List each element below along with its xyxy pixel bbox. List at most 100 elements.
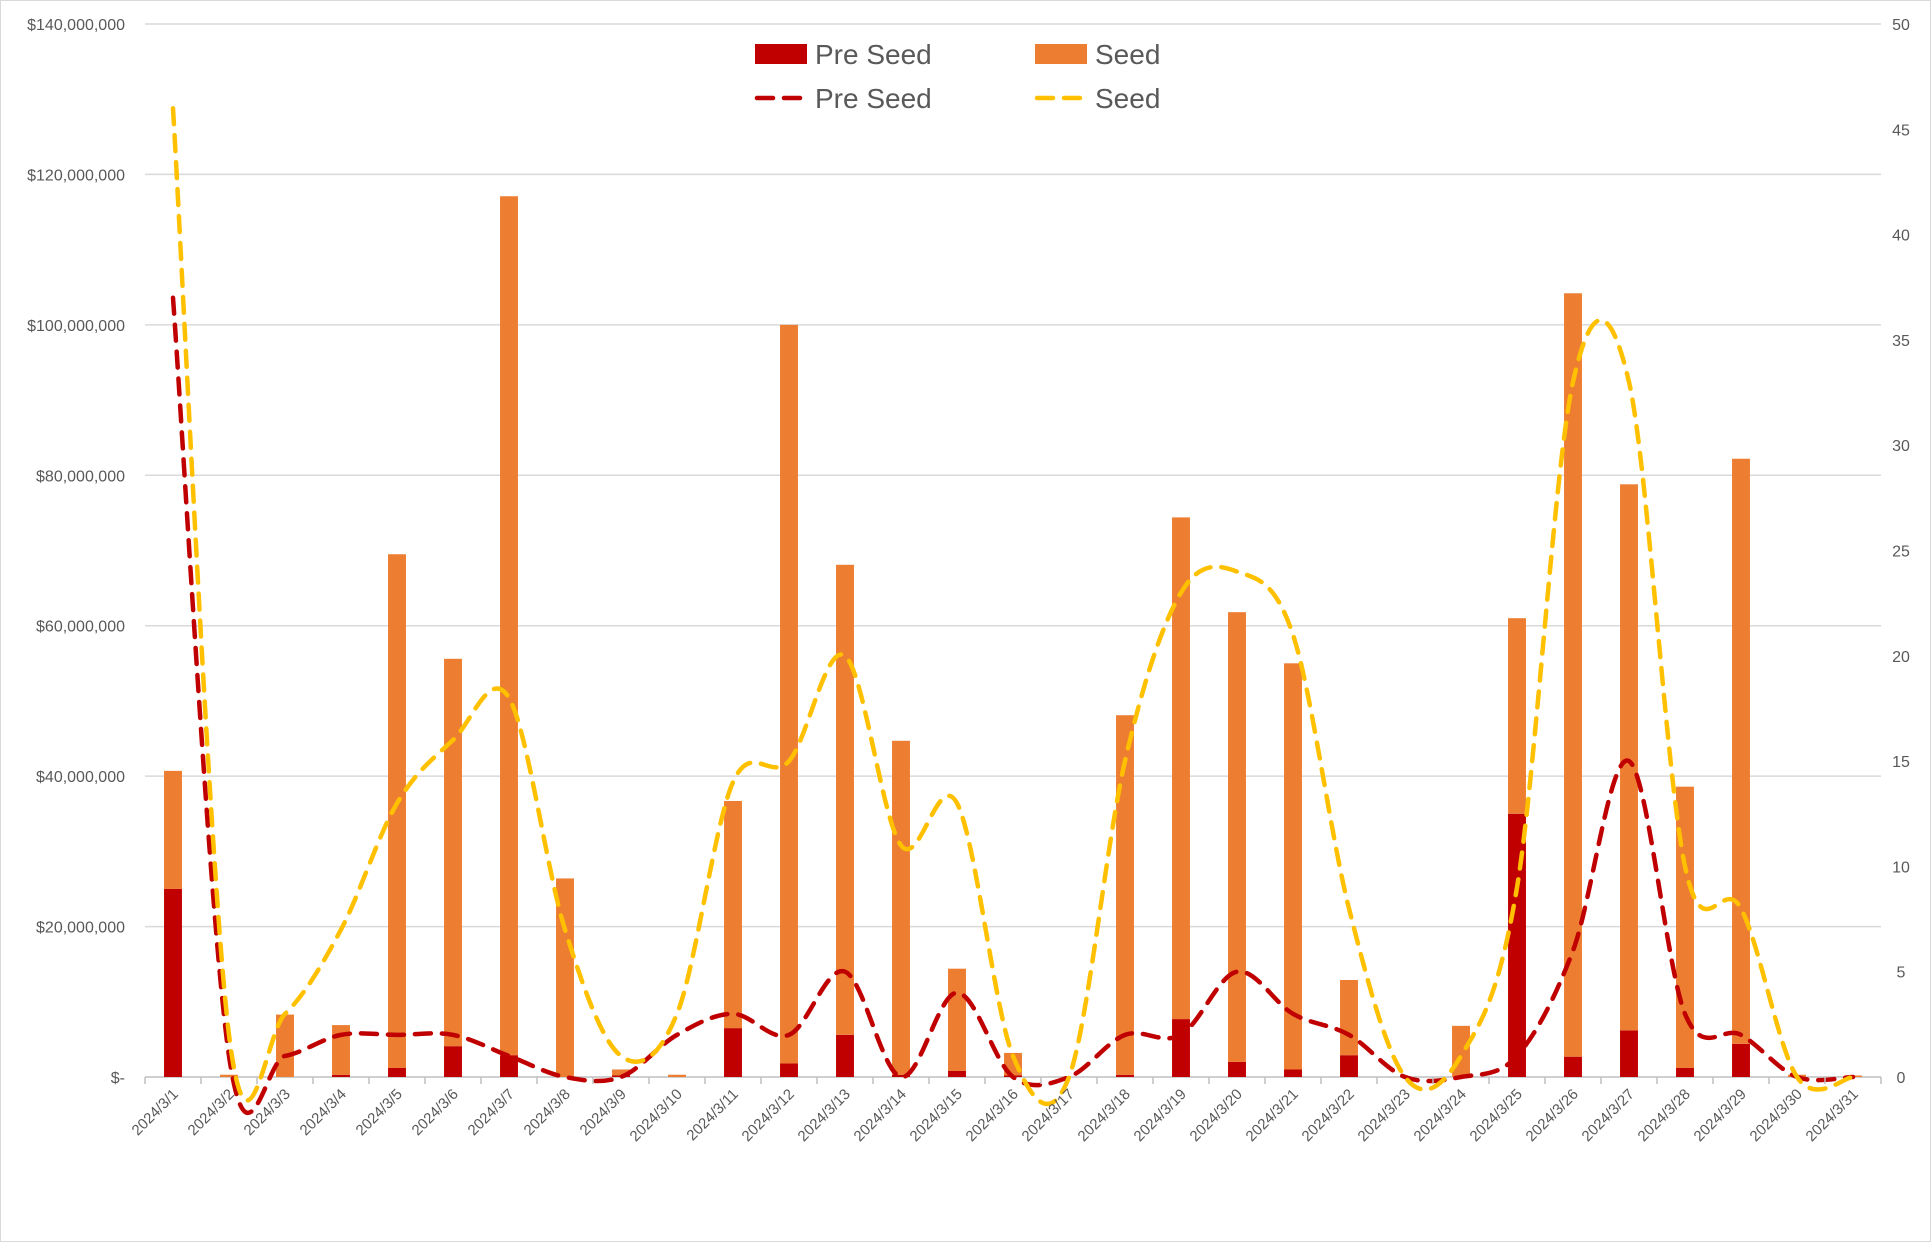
bar-pre-seed xyxy=(1620,1030,1638,1077)
right-tick-label: 35 xyxy=(1892,333,1910,350)
bar-seed xyxy=(1732,458,1750,1044)
legend-label: Seed xyxy=(1095,83,1160,114)
right-tick-label: 0 xyxy=(1897,1070,1906,1087)
x-axis: 2024/3/1 2024/3/2 2024/3/3 2024/3/4 2024/3/5… xyxy=(129,1077,1882,1145)
legend-label: Seed xyxy=(1095,39,1160,70)
bar-seed xyxy=(1340,979,1358,1056)
left-tick-label: $120,000,000 xyxy=(27,167,125,184)
x-tick-label: 2024/3/10 xyxy=(627,1086,686,1145)
bar-seed xyxy=(1172,517,1190,1020)
x-tick-label: 2024/3/13 xyxy=(795,1086,854,1145)
bar-pre-seed xyxy=(1732,1043,1750,1077)
right-tick-label: 10 xyxy=(1892,859,1910,876)
left-tick-label: $- xyxy=(111,1070,125,1087)
x-tick-label: 2024/3/19 xyxy=(1131,1086,1190,1145)
x-tick-label: 2024/3/2 xyxy=(185,1086,238,1139)
x-tick-label: 2024/3/15 xyxy=(907,1086,966,1145)
left-tick-label: $80,000,000 xyxy=(36,468,125,485)
bar-seed xyxy=(836,564,854,1035)
bars xyxy=(164,196,1862,1077)
bar-seed xyxy=(1116,715,1134,1075)
bar-seed xyxy=(1228,612,1246,1062)
line-seed xyxy=(170,105,1856,1107)
line-pre-seed xyxy=(170,295,1856,1116)
x-tick-label: 2024/3/28 xyxy=(1635,1086,1694,1145)
bar-pre-seed xyxy=(388,1067,406,1077)
legend-label: Pre Seed xyxy=(815,83,932,114)
x-tick-label: 2024/3/18 xyxy=(1075,1086,1134,1145)
x-tick-label: 2024/3/24 xyxy=(1411,1086,1470,1145)
bar-seed xyxy=(556,878,574,1077)
bar-seed xyxy=(892,740,910,1075)
bar-seed xyxy=(444,658,462,1047)
x-tick-label: 2024/3/4 xyxy=(297,1086,350,1139)
legend: Pre Seed Seed Pre Seed Seed xyxy=(754,39,1160,114)
bar-seed xyxy=(668,1074,686,1077)
bar-pre-seed xyxy=(444,1046,462,1077)
bar-seed xyxy=(780,324,798,1064)
legend-label: Pre Seed xyxy=(815,39,932,70)
bar-pre-seed xyxy=(1340,1055,1358,1077)
lines xyxy=(170,105,1856,1116)
bar-seed xyxy=(500,196,518,1056)
legend-swatch-bar xyxy=(1035,44,1087,64)
right-axis-ticks: 0 5 10 15 20 25 30 35 40 45 50 xyxy=(1892,17,1910,1087)
right-tick-label: 25 xyxy=(1892,544,1910,561)
bar-seed xyxy=(948,968,966,1071)
x-tick-label: 2024/3/21 xyxy=(1243,1086,1302,1145)
x-tick-label: 2024/3/26 xyxy=(1523,1086,1582,1145)
x-tick-label: 2024/3/29 xyxy=(1691,1086,1750,1145)
left-tick-label: $20,000,000 xyxy=(36,920,125,937)
bar-seed xyxy=(276,1014,294,1077)
bar-pre-seed xyxy=(1172,1019,1190,1077)
x-tick-label: 2024/3/22 xyxy=(1299,1086,1358,1145)
x-tick-label: 2024/3/8 xyxy=(521,1086,574,1139)
bar-seed xyxy=(1564,293,1582,1057)
x-tick-label: 2024/3/7 xyxy=(465,1086,518,1139)
bar-seed xyxy=(164,770,182,889)
bar-pre-seed xyxy=(1508,813,1526,1077)
left-tick-label: $100,000,000 xyxy=(27,318,125,335)
bar-pre-seed xyxy=(948,1070,966,1077)
bar-seed xyxy=(612,1069,630,1076)
right-tick-label: 40 xyxy=(1892,228,1910,245)
right-tick-label: 20 xyxy=(1892,649,1910,666)
right-tick-label: 5 xyxy=(1897,965,1906,982)
bar-seed xyxy=(724,800,742,1029)
x-tick-label: 2024/3/17 xyxy=(1019,1086,1078,1145)
x-tick-label: 2024/3/20 xyxy=(1187,1086,1246,1145)
x-tick-label: 2024/3/25 xyxy=(1467,1086,1526,1145)
x-tick-label: 2024/3/14 xyxy=(851,1086,910,1145)
right-tick-label: 50 xyxy=(1892,17,1910,34)
left-axis-ticks: $- $20,000,000 $40,000,000 $60,000,000 $80,0… xyxy=(27,17,125,1087)
bar-pre-seed xyxy=(1228,1061,1246,1077)
x-tick-label: 2024/3/11 xyxy=(683,1086,741,1144)
x-tick-label: 2024/3/30 xyxy=(1747,1086,1806,1145)
bar-pre-seed xyxy=(1284,1069,1302,1077)
bar-seed xyxy=(1508,618,1526,814)
bar-pre-seed xyxy=(780,1063,798,1077)
bar-pre-seed xyxy=(892,1074,910,1077)
right-tick-label: 15 xyxy=(1892,754,1910,771)
bar-pre-seed xyxy=(836,1034,854,1077)
bar-seed xyxy=(1284,663,1302,1070)
left-tick-label: $40,000,000 xyxy=(36,769,125,786)
bar-pre-seed xyxy=(332,1074,350,1077)
bar-seed xyxy=(388,554,406,1068)
bar-pre-seed xyxy=(724,1028,742,1077)
bar-pre-seed xyxy=(164,888,182,1077)
right-tick-label: 30 xyxy=(1892,438,1910,455)
x-tick-label: 2024/3/31 xyxy=(1803,1086,1862,1145)
gridlines xyxy=(145,23,1881,1078)
legend-swatch-bar xyxy=(755,44,807,64)
x-tick-label: 2024/3/6 xyxy=(409,1086,462,1139)
left-tick-label: $60,000,000 xyxy=(36,619,125,636)
x-tick-label: 2024/3/27 xyxy=(1579,1086,1638,1145)
x-tick-label: 2024/3/5 xyxy=(353,1086,406,1139)
left-tick-label: $140,000,000 xyxy=(27,17,125,34)
bar-pre-seed xyxy=(1116,1074,1134,1077)
bar-pre-seed xyxy=(1564,1056,1582,1077)
bar-seed xyxy=(220,1074,238,1077)
